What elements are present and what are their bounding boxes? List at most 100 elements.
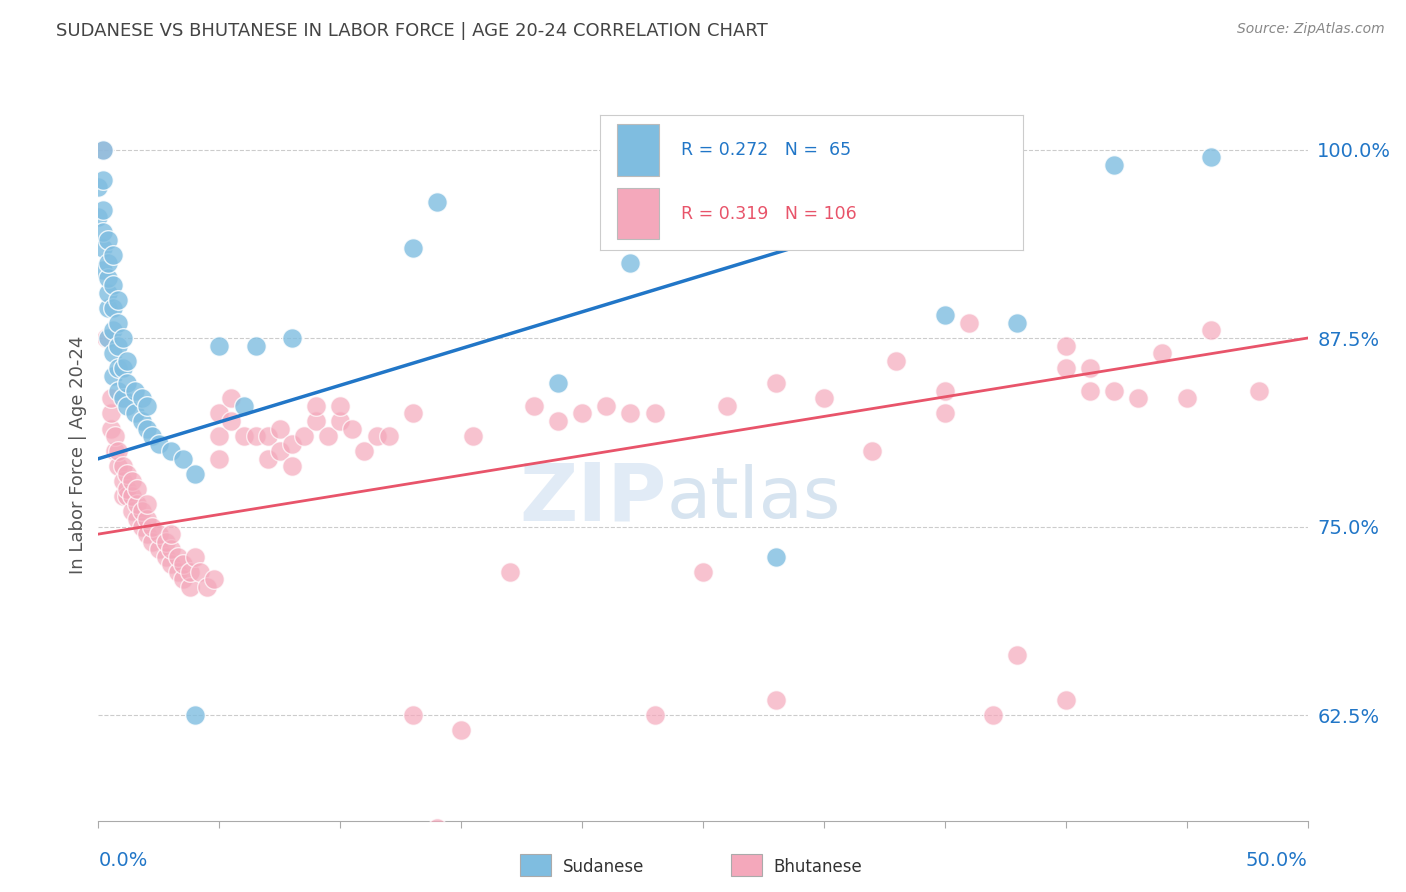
Point (91, 143, 114, 157)
Point (305, 414, 328, 428)
Point (131, 414, 153, 428)
Point (107, 293, 129, 308)
Point (619, 255, 641, 269)
Point (107, 459, 129, 474)
Text: 0.0%: 0.0% (98, 851, 148, 871)
Point (167, 565, 190, 579)
Point (135, 421, 157, 435)
Point (107, 316, 129, 330)
Point (1102, 158, 1125, 172)
Point (155, 534, 177, 549)
Point (104, 429, 127, 443)
Point (131, 519, 153, 533)
Point (141, 519, 163, 533)
Point (127, 497, 149, 511)
Point (1199, 150, 1222, 164)
Point (1199, 324, 1222, 338)
Point (148, 436, 170, 450)
Point (281, 459, 304, 474)
Text: Sudanese: Sudanese (562, 858, 644, 876)
Point (155, 549, 177, 564)
Point (111, 331, 134, 345)
Point (765, 376, 787, 391)
Text: SUDANESE VS BHUTANESE IN LABOR FORCE | AGE 20-24 CORRELATION CHART: SUDANESE VS BHUTANESE IN LABOR FORCE | A… (56, 22, 768, 40)
Point (281, 331, 304, 345)
Point (619, 407, 641, 421)
Point (692, 565, 714, 579)
Point (1054, 338, 1077, 352)
Point (208, 338, 231, 352)
Point (184, 708, 207, 723)
Point (101, 248, 124, 262)
Point (94, 331, 117, 345)
Point (402, 407, 425, 421)
Point (256, 451, 278, 466)
Point (97, 285, 120, 300)
Point (813, 392, 835, 406)
Point (91, 241, 114, 255)
Point (595, 399, 617, 413)
Point (934, 384, 956, 398)
Point (886, 353, 908, 368)
Point (172, 572, 194, 586)
Point (160, 444, 183, 458)
Y-axis label: In Labor Force | Age 20-24: In Labor Force | Age 20-24 (69, 335, 87, 574)
Point (221, 392, 243, 406)
Point (1054, 361, 1077, 376)
Point (107, 361, 129, 376)
Point (498, 565, 520, 579)
Point (101, 301, 124, 315)
Point (160, 558, 183, 572)
Point (377, 429, 399, 443)
Point (957, 316, 980, 330)
Point (135, 527, 157, 541)
Point (256, 429, 278, 443)
Point (97, 233, 120, 247)
Point (141, 429, 163, 443)
Point (111, 475, 134, 489)
Point (1249, 384, 1271, 398)
Point (195, 580, 218, 594)
Point (281, 436, 304, 450)
Text: atlas: atlas (666, 465, 841, 533)
Point (172, 451, 194, 466)
Point (111, 392, 134, 406)
Point (269, 421, 291, 435)
Text: ZIP: ZIP (519, 459, 666, 538)
Point (450, 723, 472, 738)
Point (329, 399, 352, 413)
Point (100, 407, 122, 421)
Point (644, 407, 666, 421)
Point (135, 497, 157, 511)
Point (765, 549, 787, 564)
Point (644, 708, 666, 723)
Text: 50.0%: 50.0% (1246, 851, 1308, 871)
Point (87, 211, 110, 225)
Point (100, 392, 122, 406)
Point (131, 504, 153, 518)
Point (232, 399, 254, 413)
Point (188, 565, 211, 579)
Point (87, 180, 110, 194)
Point (1128, 392, 1150, 406)
Point (342, 421, 364, 435)
Point (426, 195, 449, 210)
Point (121, 475, 143, 489)
Point (463, 429, 485, 443)
Point (208, 429, 231, 443)
Point (184, 467, 207, 481)
Point (208, 451, 231, 466)
Point (91, 143, 114, 157)
Point (135, 399, 157, 413)
Point (208, 407, 231, 421)
Point (934, 309, 956, 323)
Point (160, 527, 183, 541)
Point (1078, 361, 1101, 376)
Point (305, 399, 328, 413)
Point (292, 429, 315, 443)
Point (366, 429, 388, 443)
Point (117, 376, 139, 391)
Point (1007, 648, 1029, 662)
Point (124, 407, 146, 421)
Point (131, 392, 153, 406)
